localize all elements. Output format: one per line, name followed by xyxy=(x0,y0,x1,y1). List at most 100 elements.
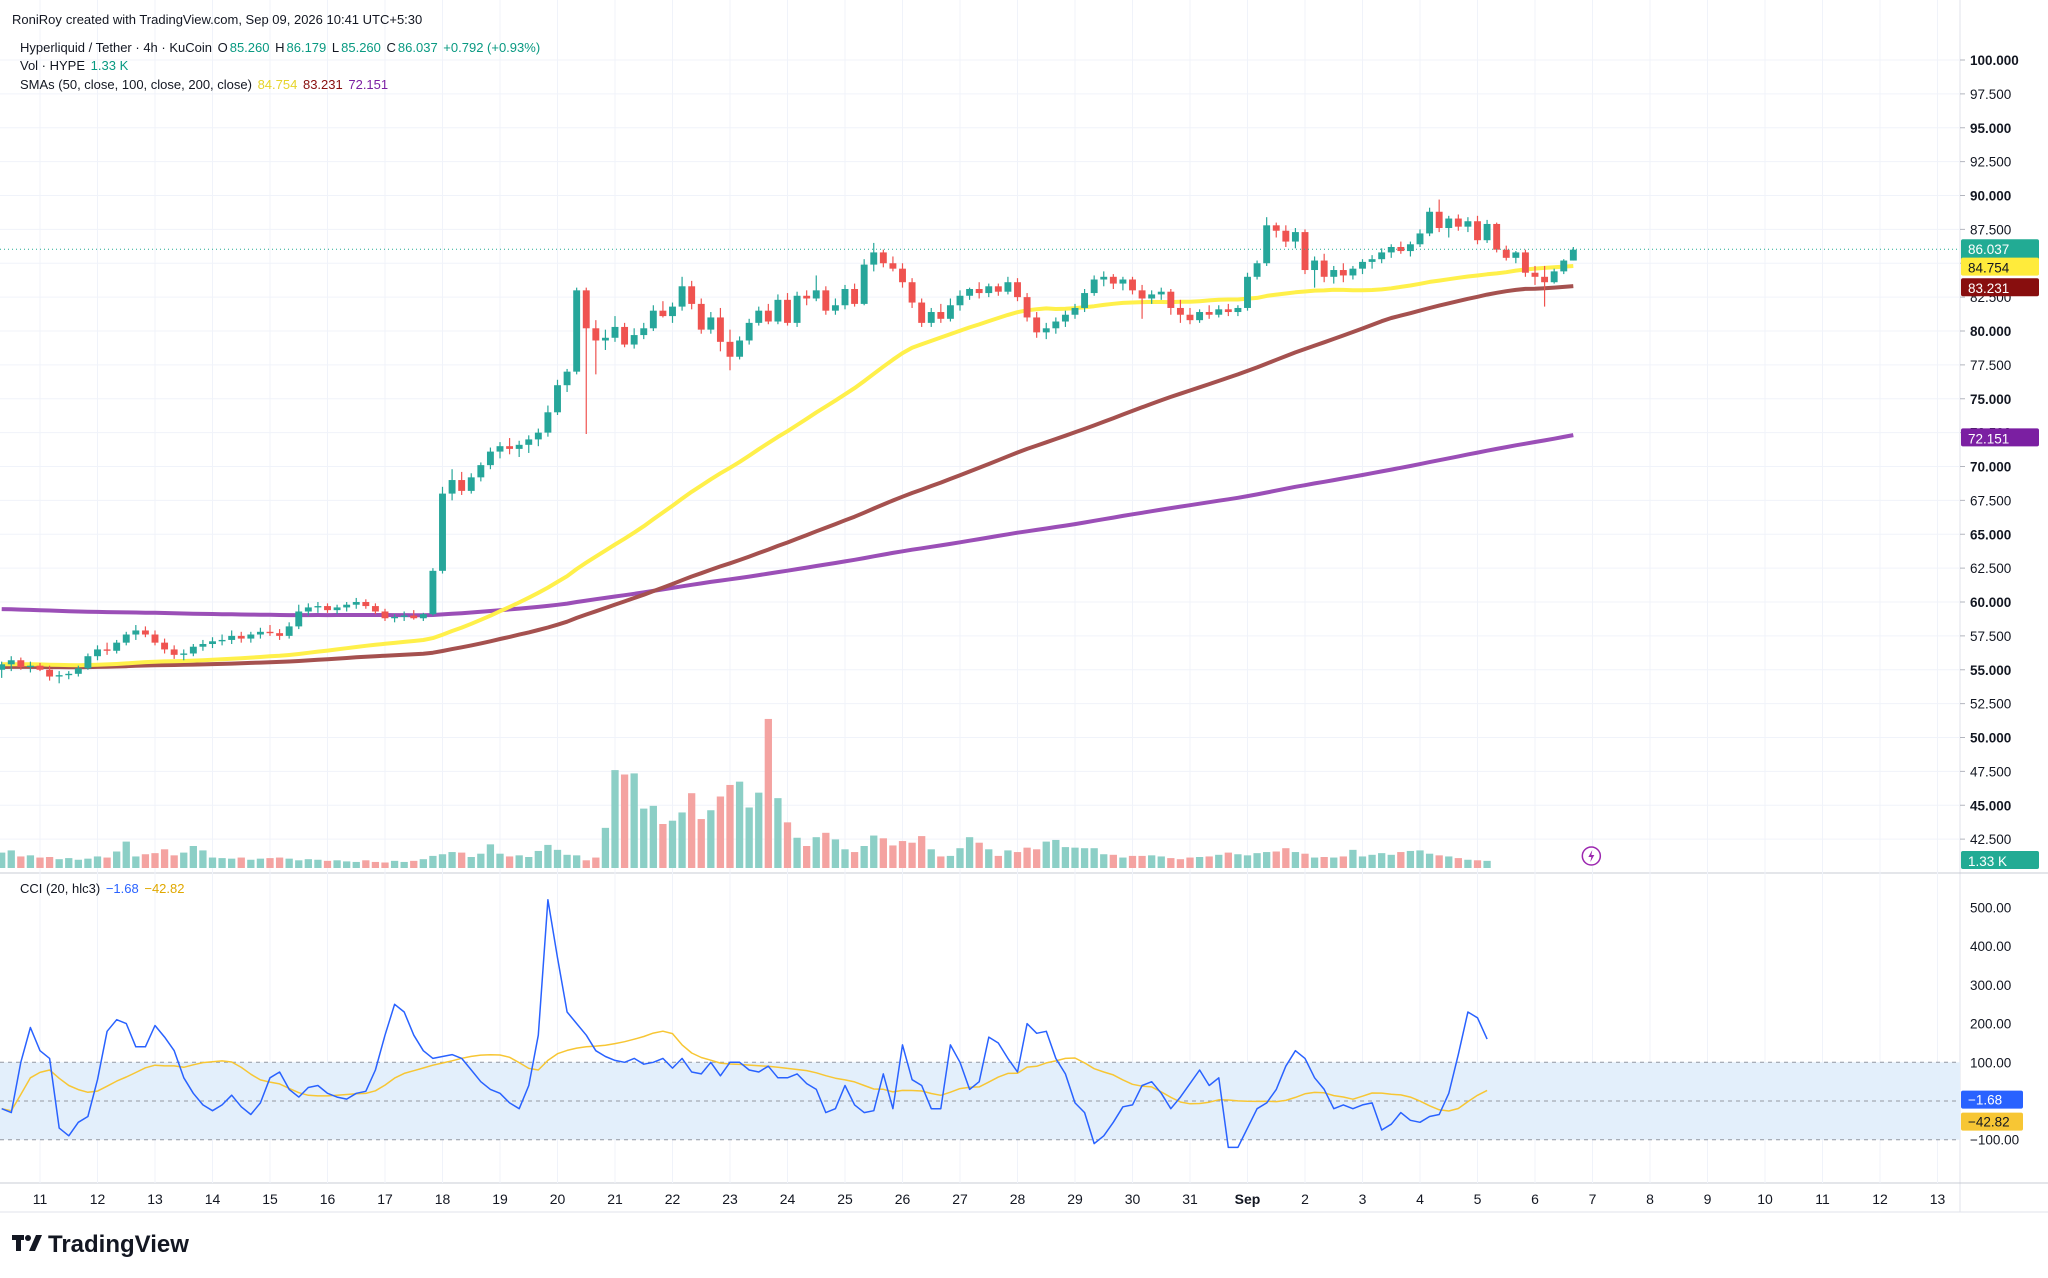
volume-bar xyxy=(467,857,475,868)
volume-bar xyxy=(352,861,360,868)
volume-bar xyxy=(7,850,15,868)
volume-bar xyxy=(860,846,868,868)
time-tick-label: 11 xyxy=(1815,1191,1830,1207)
volume-label[interactable]: Vol · HYPE xyxy=(20,58,86,73)
candle-body xyxy=(879,252,887,264)
candle-body xyxy=(515,444,523,449)
candle-body xyxy=(1033,317,1041,333)
sma200-badge-text: 72.151 xyxy=(1968,431,2009,446)
candle-body xyxy=(1129,279,1136,291)
volume-bar xyxy=(266,858,274,868)
volume-bar xyxy=(218,858,226,868)
volume-bar xyxy=(601,827,610,868)
time-tick-label: 21 xyxy=(607,1191,623,1207)
volume-bar xyxy=(965,837,974,868)
candle-body xyxy=(1282,230,1290,242)
candle-body xyxy=(506,446,514,449)
volume-bar xyxy=(390,860,399,868)
volume-bar xyxy=(36,857,44,868)
candle-body xyxy=(1378,252,1386,260)
time-tick-label: 18 xyxy=(435,1191,451,1207)
cci-badge-text: −1.68 xyxy=(1968,1093,2002,1108)
volume-bar xyxy=(544,844,552,868)
volume-bar xyxy=(1186,857,1194,868)
candle-body xyxy=(122,634,130,643)
volume-bar xyxy=(611,770,619,868)
candle-body xyxy=(189,646,197,654)
candle-body xyxy=(84,656,92,669)
volume-bar xyxy=(228,858,236,868)
volume-bar xyxy=(582,860,590,868)
cci-legend: CCI (20, hlc3) −1.68 −42.82 xyxy=(20,881,186,896)
cci-label[interactable]: CCI (20, hlc3) xyxy=(20,881,101,896)
volume-bar xyxy=(831,839,840,868)
candle-body xyxy=(1426,211,1434,234)
candle-body xyxy=(1560,260,1568,272)
volume-bar xyxy=(553,849,562,868)
tradingview-logo-text: TradingView xyxy=(48,1230,189,1258)
volume-bar xyxy=(208,857,217,868)
time-tick-label: 24 xyxy=(780,1191,796,1207)
time-tick-label: 13 xyxy=(147,1191,163,1207)
symbol-name[interactable]: Hyperliquid / Tether · 4h · KuCoin xyxy=(20,40,212,55)
time-tick-label: 28 xyxy=(1010,1191,1026,1207)
candle-body xyxy=(371,606,379,612)
candle-body xyxy=(324,606,331,611)
sma50-badge-text: 84.754 xyxy=(1968,261,2010,276)
sma-label[interactable]: SMAs (50, close, 100, close, 200, close) xyxy=(20,77,252,92)
sma100-badge-bg xyxy=(1961,278,2039,297)
candle-body xyxy=(1550,271,1558,283)
volume-bar xyxy=(419,859,427,868)
price-tick-label: 75.000 xyxy=(1970,392,2011,407)
candle-body xyxy=(1042,328,1050,333)
price-tick-label: 70.000 xyxy=(1970,460,2011,475)
candle-body xyxy=(161,642,169,650)
volume-bar xyxy=(927,849,935,868)
volume-bar xyxy=(515,855,523,868)
volume-bar xyxy=(1272,851,1280,868)
volume-bar xyxy=(505,856,514,868)
volume-bar xyxy=(592,857,600,868)
candle-body xyxy=(1234,307,1242,313)
candle-body xyxy=(295,611,303,627)
candle-body xyxy=(228,635,236,640)
volume-bar xyxy=(1013,852,1022,868)
candle-body xyxy=(1100,276,1108,280)
volume-bar xyxy=(113,851,121,868)
candle-body xyxy=(611,326,619,338)
candle-body xyxy=(132,630,140,635)
candle-body xyxy=(151,634,159,643)
volume-bar xyxy=(1023,847,1031,868)
candle-body xyxy=(784,299,791,323)
candle-body xyxy=(573,290,581,372)
candle-body xyxy=(534,432,542,440)
price-tick-label: 50.000 xyxy=(1970,731,2011,746)
volume-bar xyxy=(1100,854,1108,868)
time-tick-label: 27 xyxy=(952,1191,968,1207)
volume-badge-bg xyxy=(1961,851,2039,869)
time-tick-label: 31 xyxy=(1182,1191,1198,1207)
candle-body xyxy=(870,252,878,265)
tradingview-logo[interactable]: TradingView xyxy=(12,1229,189,1260)
volume-bar xyxy=(1176,859,1185,868)
volume-bar xyxy=(1445,856,1453,868)
volume-bar xyxy=(285,858,293,868)
candle-body xyxy=(994,286,1002,292)
volume-bar xyxy=(1109,854,1117,868)
author-name[interactable]: RoniRoy xyxy=(12,12,62,27)
time-tick-label: 15 xyxy=(262,1191,278,1207)
candle-body xyxy=(1244,276,1251,308)
time-tick-label: 12 xyxy=(1872,1191,1888,1207)
candle-body xyxy=(477,465,485,478)
volume-bar xyxy=(1128,855,1137,868)
candle-body xyxy=(1541,276,1549,283)
cci-tick-label: 200.00 xyxy=(1970,1017,2011,1032)
volume-bar xyxy=(1454,858,1462,868)
volume-bar xyxy=(371,861,380,868)
volume-bar xyxy=(1464,859,1472,868)
sma50-line xyxy=(1,264,1574,668)
candle-body xyxy=(544,412,552,433)
candle-body xyxy=(1330,270,1338,277)
volume-bar xyxy=(122,841,130,868)
